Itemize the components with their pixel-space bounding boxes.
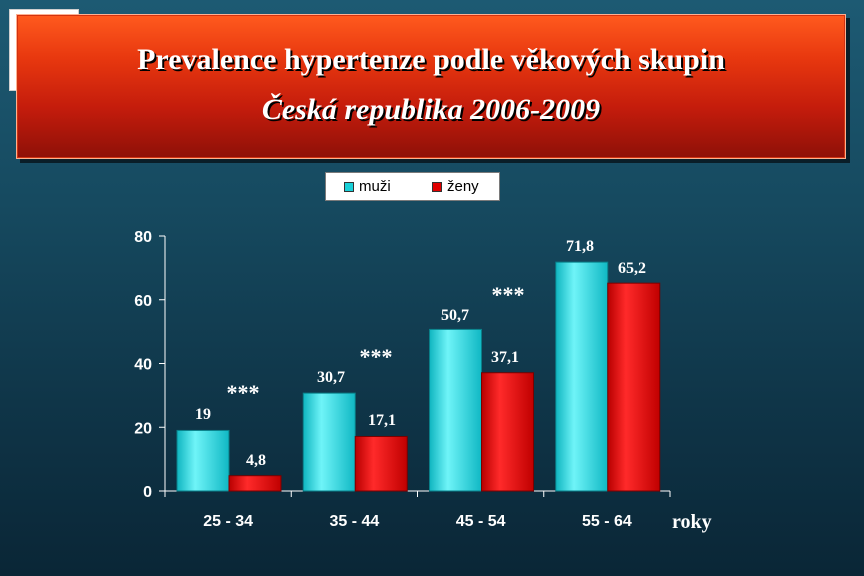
bar-zeny: [481, 372, 534, 492]
bar-muzi: [429, 328, 482, 492]
page-title: Prevalence hypertenze podle věkových sku…: [137, 43, 725, 76]
data-label-zeny: 17,1: [368, 412, 396, 429]
significance-annotation: ***: [360, 344, 393, 369]
bar-zeny: [228, 475, 282, 492]
data-label-muzi: 19: [195, 406, 211, 423]
y-tick-label: 0: [143, 484, 152, 501]
title-banner: Prevalence hypertenze podle věkových sku…: [16, 14, 846, 159]
x-axis-unit: roky: [672, 511, 712, 533]
page-subtitle: Česká republika 2006-2009: [261, 93, 601, 126]
legend-label-muzi: muži: [359, 178, 391, 195]
x-tick-label: 45 - 54: [456, 513, 506, 530]
y-tick-label: 20: [134, 420, 152, 437]
legend-label-zeny: ženy: [447, 178, 479, 195]
data-label-muzi: 50,7: [441, 307, 469, 324]
data-label-muzi: 30,7: [317, 369, 345, 386]
bars: [176, 261, 661, 492]
significance-annotation: ***: [227, 380, 260, 405]
data-label-zeny: 4,8: [246, 452, 266, 469]
bar-zeny: [354, 435, 408, 492]
x-tick-label: 25 - 34: [203, 513, 253, 530]
chart-legend: muži ženy: [325, 172, 500, 201]
bar-muzi: [302, 392, 356, 492]
legend-swatch-zeny: [432, 182, 442, 192]
data-labels: 19 30,7 50,7 71,8 4,8 17,1 37,1 65,2 *** *** ***: [195, 238, 646, 469]
y-tick-label: 80: [134, 229, 152, 246]
data-label-zeny: 65,2: [618, 260, 646, 277]
significance-annotation: ***: [492, 282, 525, 307]
bar-muzi: [176, 429, 230, 492]
x-tick-label: 55 - 64: [582, 513, 632, 530]
y-tick-label: 60: [134, 293, 152, 310]
y-tick-label: 40: [134, 357, 152, 374]
data-label-zeny: 37,1: [491, 349, 519, 366]
legend-swatch-muzi: [344, 182, 354, 192]
x-tick-label: 35 - 44: [329, 513, 379, 530]
bar-zeny: [607, 282, 661, 492]
bar-muzi: [555, 261, 609, 492]
data-label-muzi: 71,8: [566, 238, 594, 255]
